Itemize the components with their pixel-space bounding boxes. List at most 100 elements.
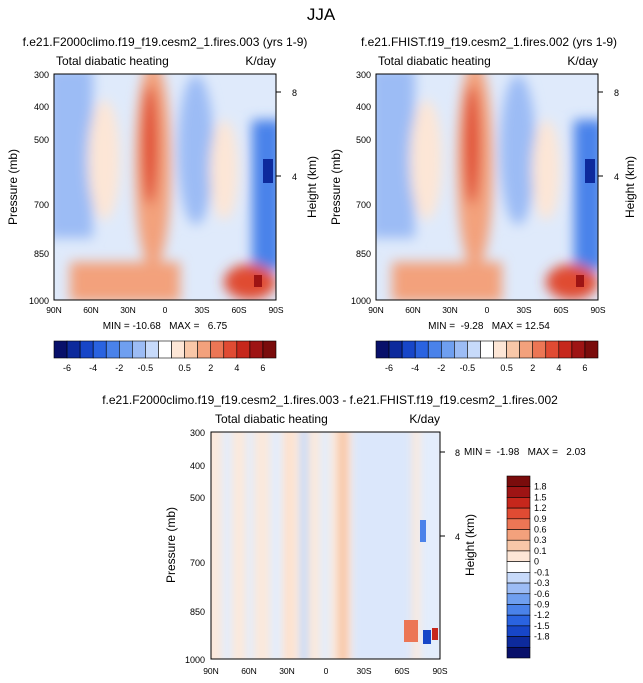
colorbar-diff-swatch: [506, 539, 531, 552]
y-tick-label: 400: [356, 102, 371, 112]
x-tick-label: 30S: [516, 305, 531, 315]
panel-3-sh-cool-region: [352, 432, 412, 659]
y-tick-label: 850: [190, 607, 205, 617]
colorbar-right-swatch: [414, 340, 429, 359]
y-tick-label: 500: [356, 135, 371, 145]
panel-2-sh-warm: [532, 120, 560, 220]
panel-3-units: K/day: [409, 412, 440, 426]
panel-3-warm-stripe: [285, 432, 293, 659]
colorbar-diff-label: 1.2: [534, 503, 547, 513]
colorbar-right-label: -0.5: [460, 363, 476, 373]
colorbar-diff-label: -0.3: [534, 578, 550, 588]
y-tick-label: 700: [34, 200, 49, 210]
y-tick-label: 400: [190, 461, 205, 471]
colorbar-right-label: 2: [530, 363, 535, 373]
colorbar-diff-swatch: [506, 572, 531, 584]
colorbar-right-swatch: [480, 340, 494, 359]
panel-2-ylabel-right: Height (km): [623, 156, 637, 218]
panel-2: f.e21.FHIST.f19_f19.cesm2_1.fires.002 (y…: [329, 35, 637, 332]
panel-1-hot-spot: [254, 275, 262, 287]
figure-suptitle: JJA: [307, 5, 336, 24]
colorbar-right-swatch: [506, 340, 520, 359]
colorbar-left-swatch: [158, 340, 172, 359]
colorbar-right-swatch: [532, 340, 547, 359]
colorbar-left-swatch: [145, 340, 159, 359]
colorbar-diff-swatch: [506, 625, 531, 637]
panel-1-title: f.e21.F2000climo.f19_f19.cesm2_1.fires.0…: [23, 35, 308, 49]
panel-3-heatmap: [211, 432, 440, 659]
colorbar-left-label: 4: [234, 363, 239, 373]
panel-3-stripe: [246, 432, 254, 659]
x-tick-label: 90N: [46, 305, 62, 315]
y-tick-label: 300: [190, 428, 205, 438]
colorbar-right-swatch: [467, 340, 481, 359]
x-tick-label: 30N: [120, 305, 136, 315]
panel-3-stripe: [270, 432, 282, 659]
colorbar-right-label: -2: [437, 363, 445, 373]
x-tick-label: 30N: [279, 666, 295, 676]
y-tick-label: 400: [34, 102, 49, 112]
panel-2-itcz-core: [464, 85, 480, 205]
colorbar-diff-label: -0.9: [534, 599, 550, 609]
panel-3-frame: [210, 431, 441, 660]
colorbar-left-swatch: [79, 340, 94, 359]
colorbar-left-label: 0.5: [178, 363, 191, 373]
y-tick-label: 500: [190, 493, 205, 503]
colorbar-left-swatch: [236, 340, 251, 359]
y-right-tick-label: 4: [292, 172, 297, 182]
colorbar-diff-swatch: [506, 550, 531, 562]
panel-2-stats: MIN = -9.28 MAX = 12.54: [428, 321, 550, 332]
panel-1-sh-cooling: [178, 75, 214, 225]
colorbar-diff-label: -1.8: [534, 632, 550, 642]
colorbar-left-swatch: [118, 340, 133, 359]
panel-1-left-label: Total diabatic heating: [56, 54, 169, 68]
panel-1-frame: [53, 73, 277, 301]
panel-3-polar-cool-spot: [420, 520, 426, 542]
panel-3-title: f.e21.F2000climo.f19_f19.cesm2_1.fires.0…: [102, 393, 558, 407]
colorbar-diff-label: 0.1: [534, 546, 547, 556]
colorbar-left-swatch: [197, 340, 212, 359]
colorbar-left-swatch: [223, 340, 238, 359]
colorbar-left-label: 2: [208, 363, 213, 373]
colorbar-right: -6 -4 -2 -0.5 0.5 2 4 6: [375, 340, 599, 373]
colorbar-diff-label: -1.5: [534, 621, 550, 631]
x-tick-label: 60N: [83, 305, 99, 315]
panel-1-ylabel-right: Height (km): [305, 156, 319, 218]
panel-1-stats: MIN = -10.68 MAX = 6.75: [103, 321, 228, 332]
colorbar-right-swatch: [388, 340, 403, 359]
colorbar-diff-swatch: [506, 593, 531, 605]
colorbar-left-swatch: [105, 340, 120, 359]
x-tick-label: 90N: [203, 666, 219, 676]
colorbar-left-swatch: [210, 340, 225, 359]
colorbar-diff-label: 1.5: [534, 492, 547, 502]
colorbar-diff: 1.81.51.20.90.60.30.10-0.1-0.3-0.6-0.9-1…: [506, 475, 550, 659]
panel-3-stripe: [320, 432, 330, 659]
panel-1-ylabel: Pressure (mb): [6, 149, 20, 225]
panel-2-sh-bl-hot: [546, 264, 598, 300]
y-right-tick-label: 4: [614, 172, 619, 182]
panel-1-itcz-core: [142, 85, 158, 205]
panel-3-stripe: [222, 432, 232, 659]
colorbar-diff-swatch: [506, 582, 531, 595]
panel-3-stats: MIN = -1.98 MAX = 2.03: [464, 447, 586, 458]
panel-1-sh-bl-hot: [224, 264, 276, 300]
y-tick-label: 700: [190, 558, 205, 568]
panel-3-right-axis: 8 4: [440, 448, 460, 542]
x-tick-label: 30S: [356, 666, 371, 676]
y-tick-label: 1000: [185, 655, 205, 665]
x-tick-label: 90S: [268, 305, 283, 315]
panel-2-sh-cooling: [500, 75, 536, 225]
colorbar-right-swatch: [493, 340, 507, 359]
panel-2-units: K/day: [567, 54, 598, 68]
panel-2-ylabel: Pressure (mb): [329, 149, 343, 225]
panel-1-boundary-layer-warm: [70, 262, 180, 300]
panel-1-nh-midlat-warm: [88, 100, 120, 220]
colorbar-right-swatch: [440, 340, 455, 359]
x-tick-label: 60N: [241, 666, 257, 676]
x-tick-label: 60S: [394, 666, 409, 676]
x-tick-label: 0: [163, 305, 168, 315]
colorbar-left-label: -4: [89, 363, 97, 373]
colorbar-right-label: 4: [556, 363, 561, 373]
colorbar-diff-label: -1.2: [534, 610, 550, 620]
